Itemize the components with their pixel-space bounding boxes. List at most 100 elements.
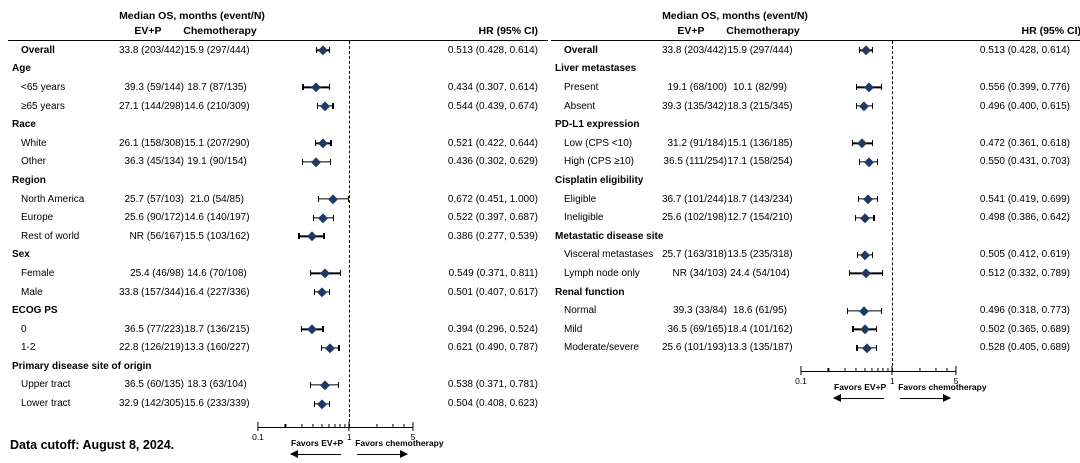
subgroup-header-row: Race xyxy=(8,115,548,134)
chemo-median-value: 21.0 (54/85) xyxy=(190,193,244,205)
ci-cap-right xyxy=(339,270,341,277)
axis-minor-tick xyxy=(946,367,948,372)
ci-cap-right xyxy=(329,400,331,407)
forest-data-row: Lower tract 32.9 (142/305) 15.6 (233/339) 0… xyxy=(8,394,548,413)
forest-data-row: Rest of world NR (56/167) 15.5 (103/162) 0.… xyxy=(8,227,548,246)
axis-minor-tick xyxy=(392,423,394,428)
subgroup-label: 1-2 xyxy=(21,342,36,354)
subgroup-header-row: Liver metastases xyxy=(551,60,1080,79)
ci-cap-right xyxy=(873,214,875,221)
hr-ci-value: 0.521 (0.422, 0.644) xyxy=(447,137,538,149)
subgroup-label: Cisplatin eligibility xyxy=(555,174,644,186)
axis-minor-tick xyxy=(864,367,866,372)
ci-plot-cell xyxy=(793,208,963,227)
hr-ci-value: 0.621 (0.490, 0.787) xyxy=(447,342,538,354)
point-estimate-marker xyxy=(860,213,870,223)
ci-plot-cell xyxy=(793,227,963,246)
subgroup-label: Metastatic disease site xyxy=(555,230,664,242)
ci-cap-left xyxy=(855,103,858,110)
chemo-median-value: 18.4 (101/162) xyxy=(727,323,793,335)
chemotherapy-column-header: Chemotherapy xyxy=(726,25,800,37)
point-estimate-marker xyxy=(311,82,321,93)
point-estimate-marker xyxy=(860,324,870,334)
hr-ci-value: 0.501 (0.407, 0.617) xyxy=(447,286,538,298)
ci-plot-cell xyxy=(250,246,420,265)
axis-tick-label: 1 xyxy=(889,376,895,387)
ci-cap-right xyxy=(876,196,879,203)
favors-chemo-label: Favors chemotherapy xyxy=(898,382,987,393)
ci-cap-right xyxy=(871,103,873,110)
axis-minor-tick xyxy=(403,423,405,428)
ci-cap-right xyxy=(333,214,335,221)
ci-cap-right xyxy=(880,307,883,314)
ci-cap-right xyxy=(876,158,879,165)
forest-data-row: 1-2 22.8 (126/219) 13.3 (160/227) 0.621 (0.… xyxy=(8,339,548,358)
reference-line xyxy=(349,41,351,427)
point-estimate-marker xyxy=(859,101,870,111)
forest-data-row: Visceral metastases 25.7 (163/318) 13.5 (2… xyxy=(551,246,1080,265)
point-estimate-marker xyxy=(306,231,317,241)
hr-ci-value: 0.550 (0.431, 0.703) xyxy=(979,156,1070,168)
forest-data-row: Europe 25.6 (90/172) 14.6 (140/197) 0.522 (… xyxy=(8,208,548,227)
evp-median-value: 32.9 (142/305) xyxy=(118,398,184,410)
subgroup-label: Europe xyxy=(21,212,54,224)
x-axis: 0.1 1 5 xyxy=(250,421,420,447)
subgroup-header-row: Sex xyxy=(8,246,548,265)
subgroup-label: Region xyxy=(12,174,46,186)
ci-cap-right xyxy=(881,270,883,277)
ci-cap-left xyxy=(301,158,304,165)
chemo-median-value: 18.3 (215/345) xyxy=(727,100,793,112)
forest-data-row: High (CPS ≥10) 36.5 (111/254) 17.1 (158/25… xyxy=(551,153,1080,172)
ci-cap-right xyxy=(880,84,883,91)
ci-plot-cell xyxy=(793,78,963,97)
axis-major-tick xyxy=(257,422,259,432)
chemo-median-value: 15.9 (297/444) xyxy=(184,44,250,56)
ci-cap-left xyxy=(315,140,317,147)
ci-plot-cell xyxy=(250,283,420,302)
hr-ci-value: 0.498 (0.386, 0.642) xyxy=(979,212,1070,224)
subgroup-label: ECOG PS xyxy=(12,305,58,317)
subgroup-header-row: Renal function xyxy=(551,283,1080,302)
median-os-group-header: Median OS, months (event/N) xyxy=(119,10,265,22)
right-arrow-icon xyxy=(357,450,409,459)
subgroup-header-row: PD-L1 expression xyxy=(551,115,1080,134)
ci-plot-cell xyxy=(793,339,963,358)
ci-cap-left xyxy=(313,289,315,296)
ci-plot-cell xyxy=(250,301,420,320)
ci-cap-left xyxy=(851,140,854,147)
chemo-median-value: 14.6 (140/197) xyxy=(184,212,250,224)
forest-data-row: Absent 39.3 (135/342) 18.3 (215/345) 0.496 … xyxy=(551,97,1080,116)
ci-cap-right xyxy=(871,47,873,54)
hr-column-header: HR (95% CI) xyxy=(1021,25,1080,37)
subgroup-label: Overall xyxy=(21,44,55,56)
ci-cap-right xyxy=(328,289,331,296)
chemo-median-value: 18.6 (61/95) xyxy=(733,305,787,317)
point-estimate-marker xyxy=(864,82,874,93)
ci-plot-cell xyxy=(793,60,963,79)
favors-evp-label: Favors EV+P xyxy=(834,382,887,393)
subgroup-header-row: Age xyxy=(8,60,548,79)
evp-median-value: NR (56/167) xyxy=(129,230,184,242)
header-rule xyxy=(8,40,548,42)
evp-median-value: 26.1 (158/308) xyxy=(118,137,184,149)
subgroup-label: Normal xyxy=(564,305,597,317)
right-arrow-icon xyxy=(900,394,952,403)
ci-plot-cell xyxy=(793,301,963,320)
evp-median-value: 19.1 (68/100) xyxy=(667,81,728,93)
ci-cap-left xyxy=(858,47,860,54)
point-estimate-marker xyxy=(861,45,871,55)
hr-ci-value: 0.544 (0.439, 0.674) xyxy=(447,100,538,112)
evp-median-value: 22.8 (126/219) xyxy=(118,342,184,354)
point-estimate-marker xyxy=(320,101,330,111)
point-estimate-marker xyxy=(328,194,339,204)
forest-data-row: Male 33.8 (157/344) 16.4 (227/336) 0.501 (0… xyxy=(8,283,548,302)
evp-median-value: 39.3 (59/144) xyxy=(124,81,185,93)
evp-median-value: 33.8 (203/442) xyxy=(118,44,184,56)
forest-data-row: White 26.1 (158/308) 15.1 (207/290) 0.521 (… xyxy=(8,134,548,153)
ci-cap-left xyxy=(855,84,858,91)
hr-ci-value: 0.512 (0.332, 0.789) xyxy=(979,267,1070,279)
ci-plot-cell xyxy=(250,208,420,227)
ci-cap-right xyxy=(322,326,324,333)
ci-cap-left xyxy=(300,326,303,333)
subgroup-label: 0 xyxy=(21,323,27,335)
